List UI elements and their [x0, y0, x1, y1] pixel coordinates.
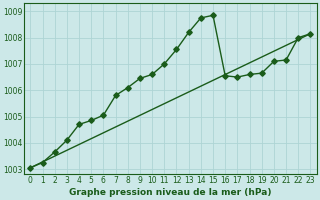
X-axis label: Graphe pression niveau de la mer (hPa): Graphe pression niveau de la mer (hPa) — [69, 188, 272, 197]
